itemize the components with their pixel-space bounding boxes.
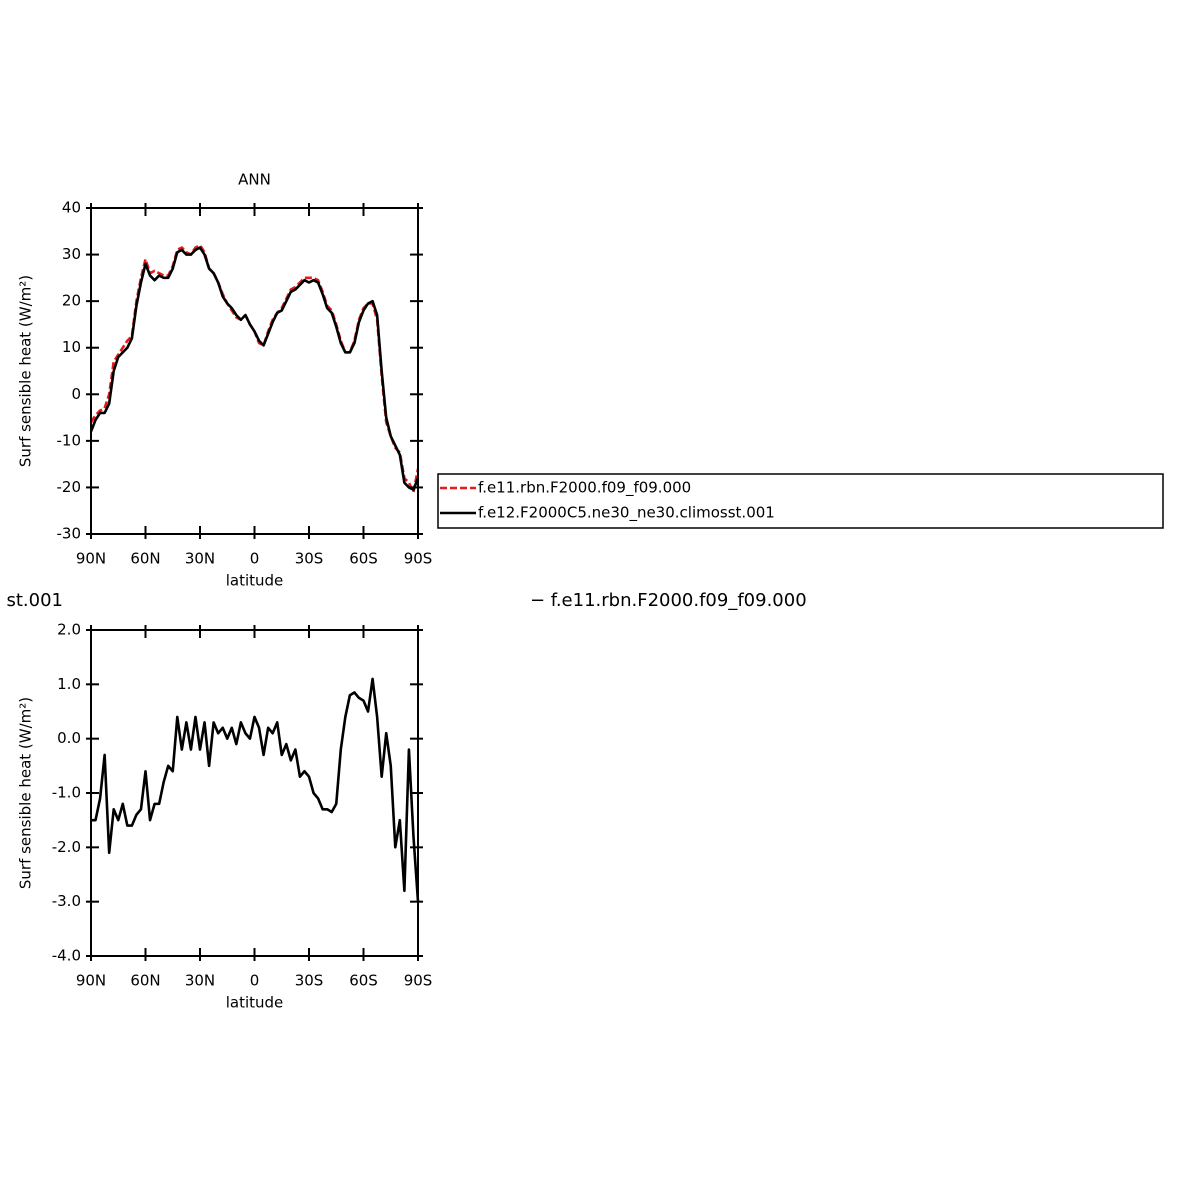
chart-title: ANN xyxy=(238,171,271,189)
x-axis-label: latitude xyxy=(226,572,284,590)
x-tick-label: 60S xyxy=(349,972,378,990)
x-tick-label: 60S xyxy=(349,550,378,568)
y-tick-label: -30 xyxy=(57,525,82,543)
x-tick-label: 30S xyxy=(295,550,324,568)
y-tick-label: 1.0 xyxy=(57,675,81,693)
legend-label: f.e12.F2000C5.ne30_ne30.climosst.001 xyxy=(478,504,775,523)
y-tick-label: 0 xyxy=(71,385,81,403)
x-tick-label: 90S xyxy=(404,550,433,568)
x-tick-label: 90N xyxy=(76,972,106,990)
data-line xyxy=(91,677,420,902)
y-axis-label: Surf sensible heat (W/m²) xyxy=(17,697,35,889)
x-tick-label: 0 xyxy=(250,550,260,568)
legend-label: f.e11.rbn.F2000.f09_f09.000 xyxy=(478,479,691,498)
legend-box xyxy=(437,473,1164,529)
x-tick-label: 90N xyxy=(76,550,106,568)
x-tick-label: 90S xyxy=(404,972,433,990)
y-tick-label: -20 xyxy=(57,478,82,496)
y-tick-label: -10 xyxy=(57,431,82,449)
x-tick-label: 30S xyxy=(295,972,324,990)
y-tick-label: 2.0 xyxy=(57,621,81,639)
y-tick-label: 0.0 xyxy=(57,729,81,747)
y-tick-label: 20 xyxy=(62,292,81,310)
y-tick-label: -1.0 xyxy=(52,784,81,802)
x-tick-label: 60N xyxy=(130,972,160,990)
x-tick-label: 30N xyxy=(185,550,215,568)
y-tick-label: 10 xyxy=(62,338,81,356)
y-tick-label: 40 xyxy=(62,199,81,217)
y-tick-label: -2.0 xyxy=(52,838,81,856)
y-tick-label: -3.0 xyxy=(52,892,81,910)
x-tick-label: 30N xyxy=(185,972,215,990)
chart-title-left: st.001 xyxy=(6,590,63,611)
y-tick-label: 30 xyxy=(62,245,81,263)
y-axis-label: Surf sensible heat (W/m²) xyxy=(17,275,35,467)
chart-title-right: − f.e11.rbn.F2000.f09_f09.000 xyxy=(530,590,807,611)
x-axis-label: latitude xyxy=(226,994,284,1012)
x-tick-label: 0 xyxy=(250,972,260,990)
y-tick-label: -4.0 xyxy=(52,947,81,965)
x-tick-label: 60N xyxy=(130,550,160,568)
data-line xyxy=(89,246,420,492)
